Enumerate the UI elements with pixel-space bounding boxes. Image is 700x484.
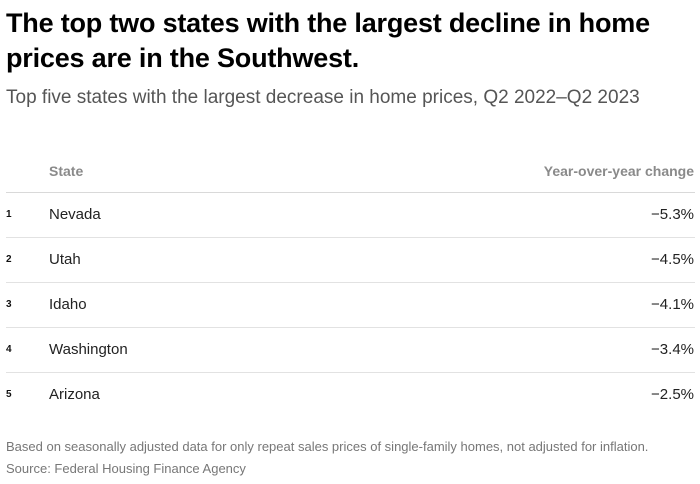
change-cell: −3.4%: [651, 341, 694, 358]
change-cell: −2.5%: [651, 386, 694, 403]
rank-cell: 2: [6, 254, 12, 265]
change-cell: −4.5%: [651, 251, 694, 268]
table-row: 3 Idaho −4.1%: [6, 283, 695, 328]
state-cell: Washington: [49, 341, 128, 358]
chart-title: The top two states with the largest decl…: [6, 8, 650, 73]
state-cell: Idaho: [49, 296, 87, 313]
column-header-state: State: [49, 163, 84, 179]
rank-cell: 4: [6, 344, 12, 355]
table-header: State Year-over-year change: [6, 153, 695, 193]
source-note: Source: Federal Housing Finance Agency: [6, 461, 246, 476]
column-header-change: Year-over-year change: [543, 163, 694, 179]
rank-cell: 3: [6, 299, 12, 310]
table-row: 2 Utah −4.5%: [6, 238, 695, 283]
chart-subtitle: Top five states with the largest decreas…: [6, 87, 640, 108]
data-table: State Year-over-year change 1 Nevada −5.…: [6, 153, 695, 417]
state-cell: Nevada: [49, 206, 101, 223]
rank-cell: 1: [6, 209, 12, 220]
table-row: 1 Nevada −5.3%: [6, 193, 695, 238]
change-cell: −4.1%: [651, 296, 694, 313]
state-cell: Arizona: [49, 386, 100, 403]
change-cell: −5.3%: [651, 206, 694, 223]
table-row: 5 Arizona −2.5%: [6, 373, 695, 417]
table-row: 4 Washington −3.4%: [6, 328, 695, 373]
state-cell: Utah: [49, 251, 81, 268]
rank-cell: 5: [6, 389, 12, 400]
footnote: Based on seasonally adjusted data for on…: [6, 439, 649, 454]
